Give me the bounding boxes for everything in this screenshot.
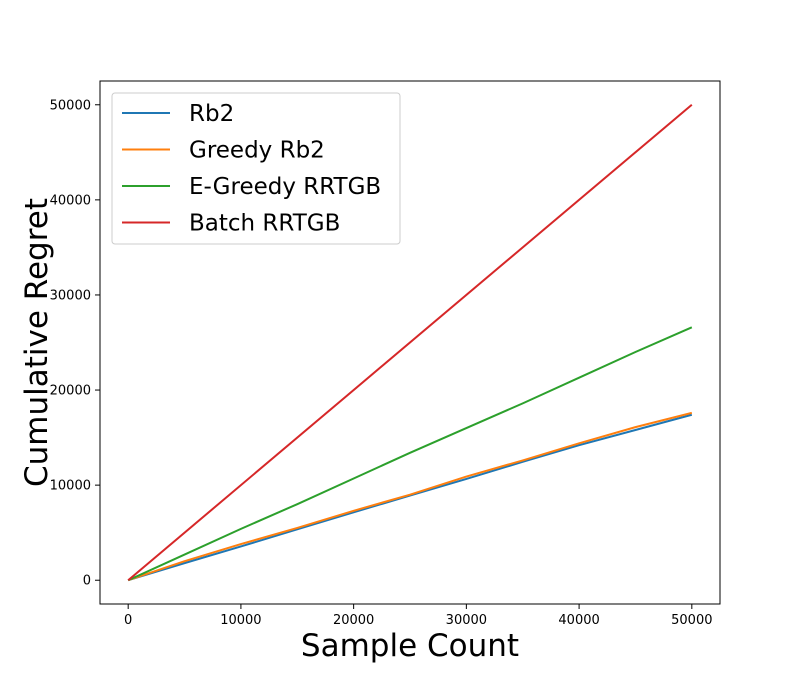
series-lines [127,104,693,582]
y-tick-label: 40000 [50,193,91,208]
y-tick-label: 10000 [50,479,91,494]
series-line-greedy-rb2 [127,411,693,582]
y-tick-label: 50000 [50,98,91,113]
x-tick-label: 50000 [671,613,712,628]
series-line-e-greedy-rrtgb [127,326,693,582]
plot-area-frame [99,80,721,605]
x-tick-label: 10000 [220,613,261,628]
x-tick-label: 30000 [446,613,487,628]
series-line-batch-rrtgb [127,104,693,581]
legend-label: E-Greedy RRTGB [189,174,381,200]
legend-box [111,92,401,245]
legend-label: Greedy Rb2 [189,138,325,164]
legend-label: Rb2 [189,101,234,127]
x-tick-label: 40000 [558,613,599,628]
y-tick-label: 0 [83,574,91,589]
legend-label: Batch RRTGB [189,211,340,237]
y-axis-ticks: 0 10000 20000 30000 40000 50000 [50,98,100,589]
legend: Rb2 Greedy Rb2 E-Greedy RRTGB Batch RRTGB [111,92,401,245]
x-axis-ticks: 0 10000 20000 30000 40000 50000 [124,604,712,628]
x-axis-title: Sample Count [301,628,519,664]
y-tick-label: 20000 [50,384,91,399]
y-tick-label: 30000 [50,288,91,303]
series-line-rb2 [127,413,693,582]
x-tick-label: 0 [124,613,132,628]
x-tick-label: 20000 [333,613,374,628]
y-axis-title: Cumulative Regret [19,198,55,487]
